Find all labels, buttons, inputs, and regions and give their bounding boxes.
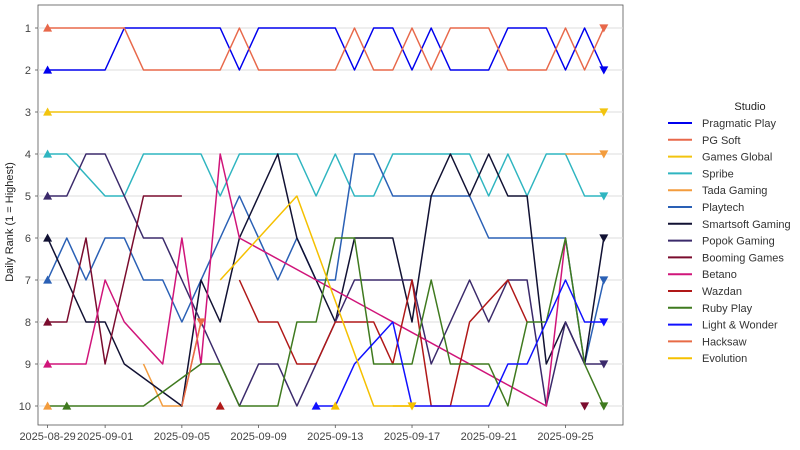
x-tick-label: 2025-09-21 xyxy=(461,431,517,443)
y-tick-label: 6 xyxy=(25,233,31,245)
end-marker xyxy=(599,234,609,243)
y-tick-label: 3 xyxy=(25,107,31,119)
end-marker xyxy=(599,192,609,201)
end-marker xyxy=(599,108,609,117)
x-tick-label: 2025-09-17 xyxy=(384,431,440,443)
legend-item: Games Global xyxy=(668,152,772,164)
end-marker xyxy=(599,150,609,159)
plot-frame xyxy=(37,4,624,426)
end-marker xyxy=(599,318,609,327)
legend-label: PG Soft xyxy=(702,135,741,147)
legend-label: Games Global xyxy=(702,152,772,164)
start-marker xyxy=(43,359,53,368)
legend-label: Playtech xyxy=(702,202,744,214)
start-marker xyxy=(43,107,53,116)
legend-title: Studio xyxy=(734,101,765,113)
series-line-evolution xyxy=(219,195,412,407)
legend-label: Tada Gaming xyxy=(702,185,767,197)
y-axis-ticks: 1 2 3 4 5 6 7 8 9 10 xyxy=(19,23,38,413)
start-marker xyxy=(43,275,53,284)
start-marker xyxy=(43,317,53,326)
y-tick-label: 8 xyxy=(25,317,31,329)
end-marker xyxy=(599,24,609,33)
series-line-pragmatic-play xyxy=(47,27,605,71)
legend-item: Tada Gaming xyxy=(668,185,767,197)
legend-label: Pragmatic Play xyxy=(702,118,776,130)
y-tick-label: 7 xyxy=(25,275,31,287)
y-tick-label: 5 xyxy=(25,191,31,203)
legend-item: Playtech xyxy=(668,202,744,214)
legend-item: Hacksaw xyxy=(668,336,747,348)
series-line-light-wonder xyxy=(316,279,604,407)
end-marker xyxy=(580,402,590,411)
legend-item: Spribe xyxy=(668,168,734,180)
legend-item: Ruby Play xyxy=(668,303,753,315)
legend-item: Wazdan xyxy=(668,286,742,298)
start-marker xyxy=(43,23,53,32)
legend-label: Booming Games xyxy=(702,252,784,264)
legend-item: Light & Wonder xyxy=(668,320,778,332)
legend-label: Hacksaw xyxy=(702,336,747,348)
y-tick-label: 1 xyxy=(25,23,31,35)
legend-label: Smartsoft Gaming xyxy=(702,219,791,231)
start-marker xyxy=(43,149,53,158)
start-marker xyxy=(330,401,340,410)
series-lines xyxy=(46,27,605,407)
series-line-playtech xyxy=(46,153,605,365)
x-tick-label: 2025-09-05 xyxy=(154,431,210,443)
legend-item: Popok Gaming xyxy=(668,236,775,248)
y-tick-label: 9 xyxy=(25,359,31,371)
start-marker xyxy=(311,401,321,410)
series-line-wazdan xyxy=(238,279,528,407)
legend-item: Booming Games xyxy=(668,252,784,264)
legend-label: Ruby Play xyxy=(702,303,753,315)
start-marker xyxy=(43,401,53,410)
x-tick-label: 2025-08-29 xyxy=(19,431,75,443)
series-line-ruby-play xyxy=(47,237,605,407)
legend-label: Spribe xyxy=(702,168,734,180)
legend: Studio Pragmatic Play PG Soft Games Global… xyxy=(668,101,791,365)
x-tick-label: 2025-09-25 xyxy=(537,431,593,443)
legend-label: Light & Wonder xyxy=(702,320,778,332)
start-marker xyxy=(215,401,225,410)
series-line-booming-games xyxy=(47,195,182,365)
legend-label: Betano xyxy=(702,269,737,281)
end-marker xyxy=(196,318,206,327)
legend-item: PG Soft xyxy=(668,135,741,147)
plot-background xyxy=(37,4,624,426)
start-marker xyxy=(43,191,53,200)
end-marker xyxy=(599,402,609,411)
legend-item: Pragmatic Play xyxy=(668,118,776,130)
x-axis-ticks: 2025-08-29 2025-09-01 2025-09-05 2025-09-09… xyxy=(19,425,594,443)
legend-label: Popok Gaming xyxy=(702,236,775,248)
legend-label: Wazdan xyxy=(702,286,742,298)
series-line-pg-soft xyxy=(47,27,605,71)
start-marker xyxy=(43,233,53,242)
end-marker xyxy=(599,360,609,369)
legend-item: Smartsoft Gaming xyxy=(668,219,791,231)
x-tick-label: 2025-09-09 xyxy=(230,431,286,443)
series-line-spribe xyxy=(47,153,604,197)
series-line-betano xyxy=(47,153,567,407)
x-tick-label: 2025-09-13 xyxy=(307,431,363,443)
y-axis-label: Daily Rank (1 = Highest) xyxy=(4,162,16,282)
legend-item: Evolution xyxy=(668,353,747,365)
legend-label: Evolution xyxy=(702,353,747,365)
start-marker xyxy=(62,401,72,410)
y-tick-label: 4 xyxy=(25,149,31,161)
legend-item: Betano xyxy=(668,269,737,281)
end-marker xyxy=(599,276,609,285)
endpoint-markers xyxy=(43,23,609,411)
x-tick-label: 2025-09-01 xyxy=(77,431,133,443)
y-tick-label: 10 xyxy=(19,401,31,413)
series-line-hacksaw xyxy=(181,321,202,407)
start-marker xyxy=(43,65,53,74)
end-marker xyxy=(407,402,417,411)
end-marker xyxy=(599,66,609,75)
y-tick-label: 2 xyxy=(25,65,31,77)
series-line-popok-gaming xyxy=(47,153,604,407)
